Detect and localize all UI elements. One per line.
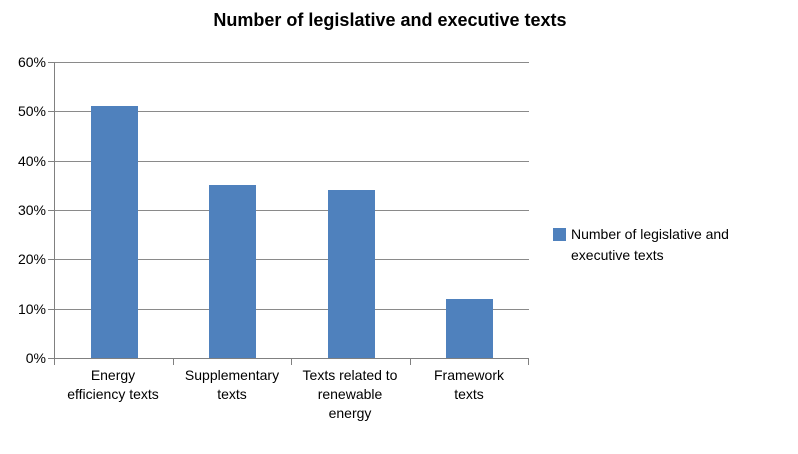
y-tick-label: 20% bbox=[17, 251, 46, 267]
x-category-label: Supplementary texts bbox=[184, 367, 280, 402]
x-category-label: Framework texts bbox=[433, 367, 504, 402]
y-tick-label: 0% bbox=[25, 350, 46, 366]
legend-label: Number of legislative and executive text… bbox=[571, 226, 729, 263]
y-tick-mark bbox=[48, 259, 54, 260]
chart-title: Number of legislative and executive text… bbox=[213, 10, 567, 30]
gridline bbox=[55, 309, 529, 310]
y-tick-mark bbox=[48, 62, 54, 63]
legend-swatch-icon bbox=[553, 228, 566, 241]
gridline bbox=[55, 259, 529, 260]
y-tick-mark bbox=[48, 358, 54, 359]
x-tick-mark bbox=[291, 359, 292, 365]
x-tick-mark bbox=[54, 359, 55, 365]
y-tick-label: 40% bbox=[17, 153, 46, 169]
gridline bbox=[55, 62, 529, 63]
bar-1 bbox=[91, 106, 138, 358]
y-tick-label: 60% bbox=[17, 54, 46, 70]
y-tick-mark bbox=[48, 161, 54, 162]
bar-2 bbox=[209, 185, 256, 358]
y-tick-mark bbox=[48, 111, 54, 112]
x-category-label: Texts related to renewable energy bbox=[302, 367, 398, 421]
x-category-label: Energy efficiency texts bbox=[67, 367, 159, 402]
gridline bbox=[55, 161, 529, 162]
gridline bbox=[55, 210, 529, 211]
x-tick-mark bbox=[410, 359, 411, 365]
x-tick-mark bbox=[528, 359, 529, 365]
bar-4 bbox=[446, 299, 493, 358]
y-tick-label: 50% bbox=[17, 103, 46, 119]
x-tick-mark bbox=[173, 359, 174, 365]
y-tick-mark bbox=[48, 210, 54, 211]
legend: Number of legislative and executive text… bbox=[553, 224, 753, 266]
y-tick-label: 30% bbox=[17, 202, 46, 218]
bar-3 bbox=[328, 190, 375, 358]
plot-area bbox=[54, 62, 529, 359]
y-tick-label: 10% bbox=[17, 301, 46, 317]
gridline bbox=[55, 111, 529, 112]
y-tick-mark bbox=[48, 309, 54, 310]
